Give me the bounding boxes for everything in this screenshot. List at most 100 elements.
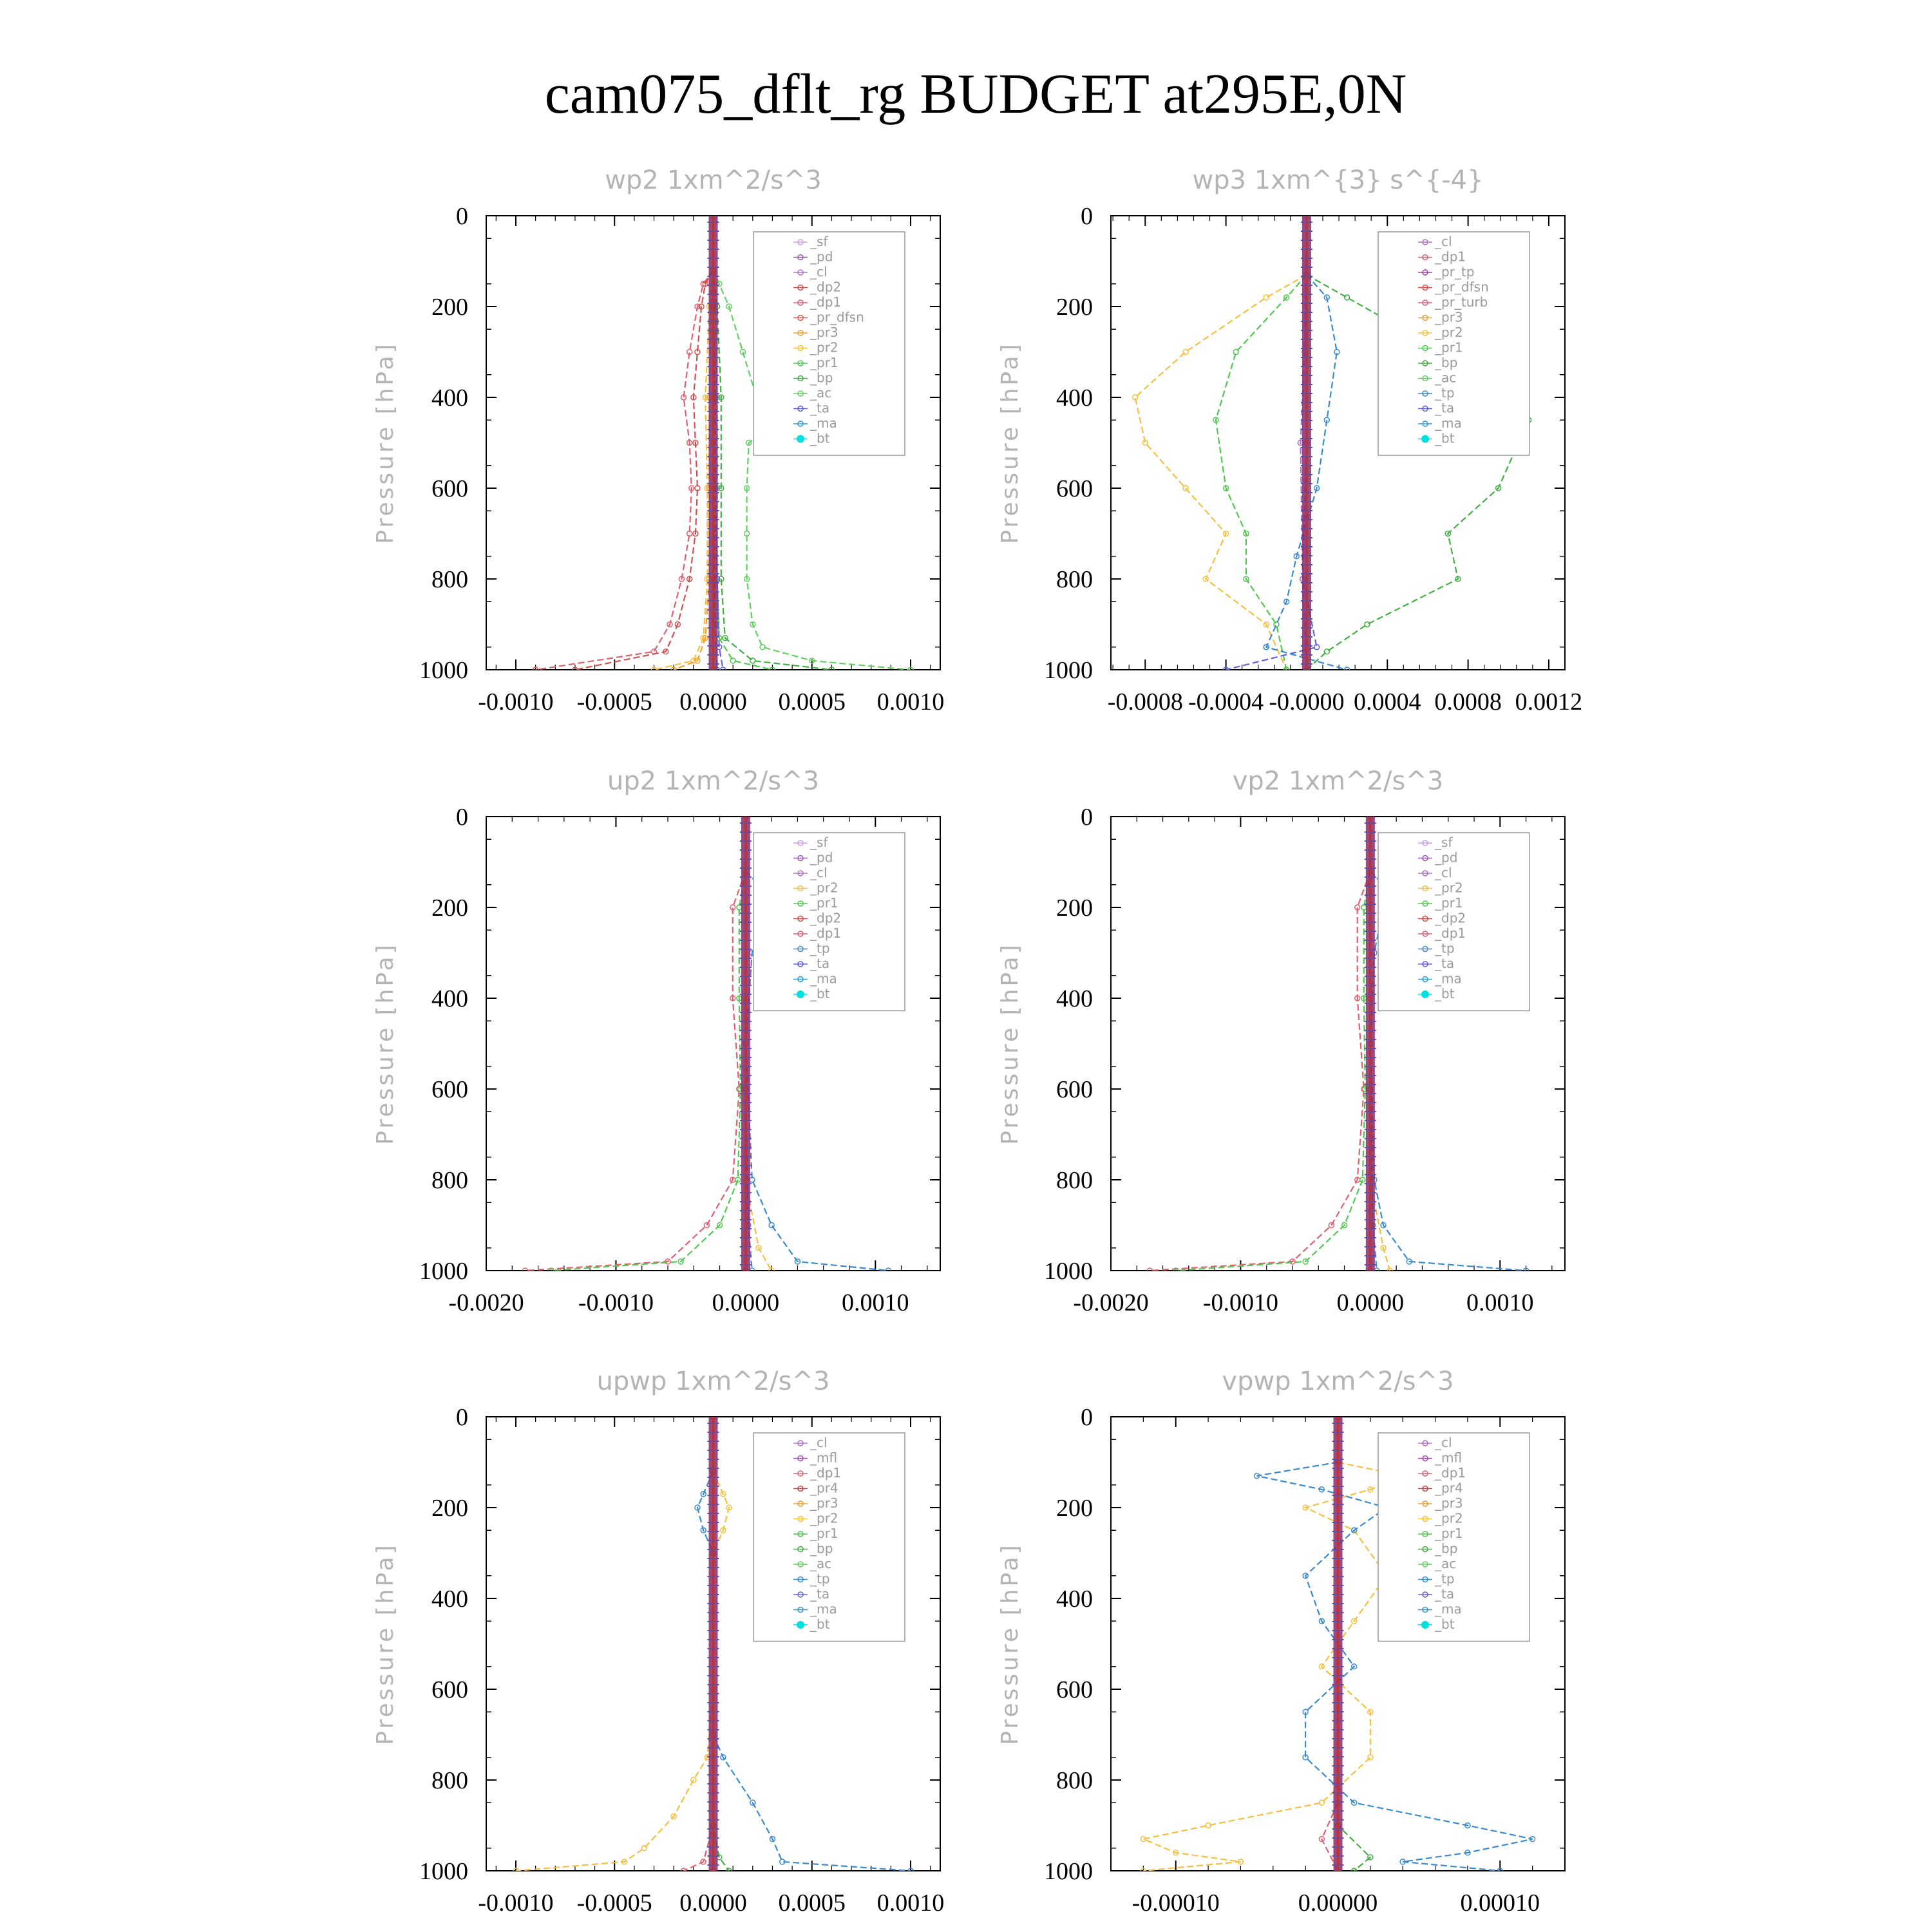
y-tick-label: 1000 — [419, 1258, 468, 1285]
series-point-dp2 — [694, 348, 701, 355]
series-point-tp — [700, 1491, 706, 1497]
x-tick-label: 0.0010 — [877, 1889, 945, 1917]
y-axis-label: Pressure [hPa] — [997, 341, 1023, 544]
legend-box — [753, 231, 905, 456]
series-point-tp — [1350, 1663, 1358, 1670]
legend-entry-dp2: _dp2 — [1434, 911, 1466, 926]
y-tick-label: 800 — [1056, 1167, 1093, 1194]
x-tick-label: -0.0005 — [577, 688, 652, 715]
legend-entry-dp1: _dp1 — [1434, 249, 1466, 265]
series-line-pr1 — [515, 1471, 730, 1871]
series-point-tp — [1253, 1472, 1260, 1479]
series-point-dp2 — [686, 576, 693, 582]
legend-marker — [797, 314, 804, 321]
y-tick-label: 1000 — [1044, 1858, 1093, 1885]
y-tick-label: 400 — [1056, 384, 1093, 412]
series-line-ac — [712, 270, 911, 670]
legend-marker — [797, 1501, 804, 1507]
legend-entry-bt: _bt — [810, 1616, 830, 1632]
figure-title: cam075_dflt_rg BUDGET at295E,0N — [545, 63, 1407, 126]
x-tick-label: -0.0004 — [1188, 688, 1264, 715]
series-point-dp1 — [686, 530, 693, 537]
x-tick-label: -0.0010 — [478, 688, 553, 715]
series-line-dp1 — [1150, 871, 1371, 1271]
legend-marker — [797, 915, 804, 922]
y-tick-label: 800 — [431, 1767, 468, 1794]
series-point-bp — [718, 576, 724, 582]
legend-marker — [1422, 1531, 1428, 1537]
legend-entry-ta: _ta — [810, 956, 829, 971]
x-tick-label: -0.0010 — [1203, 1289, 1278, 1316]
series-point-tp — [1497, 1868, 1504, 1871]
legend-marker — [797, 390, 804, 397]
legend-marker — [1422, 390, 1428, 397]
legend-marker — [1422, 945, 1428, 952]
legend-entry-ta: _ta — [1434, 956, 1454, 971]
legend-marker — [1422, 1470, 1428, 1477]
legend-entry-dp1: _dp1 — [1434, 1465, 1466, 1481]
series-point-tp — [1522, 1267, 1530, 1271]
series-point-tp — [1464, 1822, 1471, 1829]
legend-marker — [797, 870, 804, 876]
series-point-tp — [1302, 1754, 1309, 1761]
y-tick-label: 1000 — [1044, 657, 1093, 684]
series-point-pr1 — [1283, 667, 1290, 670]
y-tick-label: 0 — [456, 804, 468, 831]
series-line-dp2 — [1175, 871, 1371, 1271]
series-point-tp — [1302, 1573, 1309, 1579]
series-point-pr1 — [1140, 1868, 1147, 1871]
series-point-pr1 — [769, 667, 776, 670]
legend-marker — [1422, 239, 1428, 245]
legend-entry-dp2: _dp2 — [810, 911, 841, 926]
legend-entry-mfl: _mfl — [1434, 1450, 1462, 1466]
legend-marker — [1422, 976, 1428, 983]
legend-marker — [797, 421, 804, 427]
legend-entry-pr2: _pr2 — [1434, 325, 1463, 340]
panel-title: wp2 1xm^2/s^3 — [605, 166, 822, 195]
series-point-dp1 — [667, 621, 673, 628]
y-tick-label: 1000 — [1044, 1258, 1093, 1285]
series-point-tp — [694, 1504, 701, 1511]
legend-marker — [797, 1606, 804, 1613]
series-point-bp — [750, 658, 756, 664]
y-tick-label: 200 — [1056, 1495, 1093, 1522]
legend-marker — [1422, 870, 1428, 876]
legend-entry-sf: _sf — [810, 234, 828, 249]
legend-marker — [1422, 375, 1428, 382]
series-point-pr3 — [670, 667, 677, 670]
legend-marker — [1422, 254, 1428, 261]
series-point-dp2 — [547, 1267, 554, 1271]
legend-entry-ma: _ma — [1434, 415, 1462, 431]
series-line-tp — [1256, 1461, 1533, 1871]
panel-6: vpwp 1xm^2/s^3 Pressure [hPa] 0 200 400 600 80… — [997, 1367, 1566, 1917]
y-tick-label: 600 — [1056, 1676, 1093, 1703]
legend-marker — [1422, 900, 1428, 907]
series-line-dp2 — [574, 270, 714, 670]
legend-marker — [797, 1485, 804, 1492]
legend-entry-dp1: _dp1 — [810, 1465, 841, 1481]
legend-marker — [1422, 284, 1428, 291]
legend-entry-dp1: _dp1 — [810, 294, 841, 310]
series-point-pr2 — [1142, 439, 1149, 446]
series-point-pr2 — [1132, 394, 1139, 401]
legend-marker — [797, 931, 804, 937]
x-tick-label: 0.0000 — [712, 1289, 780, 1316]
y-tick-label: 200 — [1056, 294, 1093, 321]
series-point-bp — [1350, 1868, 1358, 1871]
series-point-dp2 — [702, 281, 708, 287]
y-tick-label: 1000 — [419, 657, 468, 684]
series-point-dp1 — [729, 995, 736, 1001]
legend-marker — [1422, 1606, 1428, 1613]
x-tick-label: -0.0010 — [578, 1289, 654, 1316]
plot-frame — [1110, 215, 1566, 670]
series-point-dp1 — [700, 1859, 706, 1865]
x-tick-label: -0.0010 — [478, 1889, 553, 1917]
series-point-tp — [885, 1267, 892, 1271]
legend-entry-dp1: _dp1 — [1434, 925, 1466, 941]
series-point-tp — [907, 1868, 914, 1871]
x-tick-label: -0.0020 — [448, 1289, 524, 1316]
legend-entry-pr4: _pr4 — [1434, 1481, 1463, 1496]
series-point-dp1 — [678, 576, 685, 582]
legend-entry-pr1: _pr1 — [810, 895, 838, 911]
series-point-pr1 — [1140, 1835, 1147, 1842]
